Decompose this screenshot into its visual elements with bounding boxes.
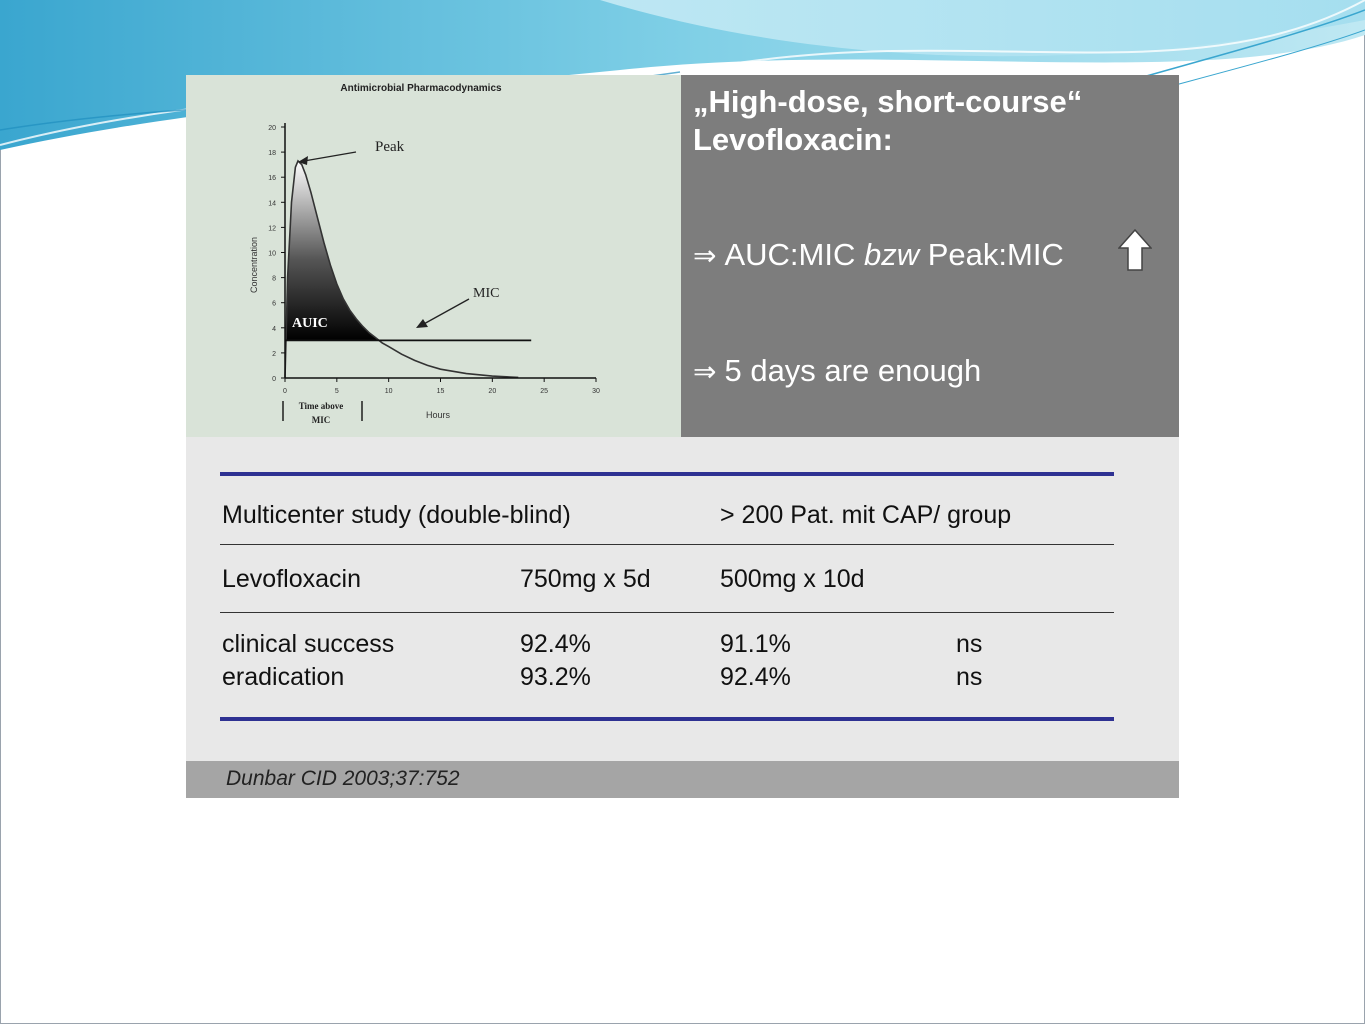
table-clinical-success-standard: 91.1%: [720, 630, 791, 658]
y-tick-label: 0: [272, 376, 276, 383]
bullet-2-text: 5 days are enough: [724, 353, 982, 388]
up-arrow-icon: [1118, 229, 1152, 271]
panel-headline: „High-dose, short-course“ Levofloxacin:: [693, 83, 1082, 159]
peak-arrow: [303, 151, 357, 162]
y-tick-label: 18: [268, 150, 276, 157]
mic-arrowhead: [416, 319, 428, 328]
table-clinical-success-high: 92.4%: [520, 630, 591, 658]
slide-content: Antimicrobial Pharmacodynamics 0 2 4 6 8 10 12…: [186, 75, 1179, 798]
citation-text: Dunbar CID 2003;37:752: [226, 767, 460, 790]
y-tick-label: 6: [272, 301, 276, 308]
x-tick-label: 25: [540, 388, 548, 395]
auc-label: AUIC: [292, 316, 328, 331]
table-eradication-significance: ns: [956, 663, 983, 691]
x-axis-label: Hours: [426, 410, 451, 420]
peak-label: Peak: [375, 139, 405, 155]
y-tick-label: 4: [272, 326, 276, 333]
table-top-rule: [220, 472, 1114, 476]
table-row-label-clinical-success: clinical success: [222, 630, 395, 658]
bullet-1-text: AUC:MIC: [724, 237, 864, 272]
bullet-auc-mic: ⇒ AUC:MIC bzw Peak:MIC: [693, 237, 1064, 273]
x-tick-label: 15: [437, 388, 445, 395]
bullet-five-days: ⇒ 5 days are enough: [693, 353, 981, 389]
y-tick-label: 16: [268, 175, 276, 182]
table-study-design: Multicenter study (double-blind): [222, 501, 571, 529]
table-row-label-eradication: eradication: [222, 663, 345, 691]
table-dose-high: 750mg x 5d: [520, 565, 651, 593]
headline-line-1: „High-dose, short-course“: [693, 84, 1083, 119]
y-tick-label: 12: [268, 225, 276, 232]
table-divider-1: [220, 544, 1114, 545]
y-tick-label: 2: [272, 351, 276, 358]
time-above-label-line2: MIC: [312, 415, 331, 425]
y-tick-label: 10: [268, 251, 276, 258]
mic-arrow: [421, 298, 470, 326]
y-tick-label: 14: [268, 200, 276, 207]
time-above-label-line1: Time above: [299, 401, 344, 411]
implies-arrow-icon: ⇒: [693, 356, 717, 387]
x-tick-label: 0: [283, 388, 287, 395]
pharmacodynamics-chart-panel: Antimicrobial Pharmacodynamics 0 2 4 6 8 10 12…: [186, 75, 681, 437]
implies-arrow-icon: ⇒: [693, 240, 717, 271]
table-eradication-high: 93.2%: [520, 663, 591, 691]
citation-footer: Dunbar CID 2003;37:752: [186, 761, 1179, 798]
x-tick-label: 5: [335, 388, 339, 395]
table-eradication-standard: 92.4%: [720, 663, 791, 691]
y-tick-label: 8: [272, 276, 276, 283]
headline-line-2: Levofloxacin:: [693, 122, 893, 157]
chart-title: Antimicrobial Pharmacodynamics: [340, 83, 502, 94]
peak-arrowhead: [298, 156, 308, 165]
table-clinical-success-significance: ns: [956, 630, 983, 658]
summary-panel: „High-dose, short-course“ Levofloxacin: …: [681, 75, 1179, 437]
bullet-1-italic: bzw: [863, 237, 920, 272]
x-tick-label: 10: [385, 388, 393, 395]
table-divider-2: [220, 612, 1114, 613]
table-patients: > 200 Pat. mit CAP/ group: [720, 501, 1012, 529]
table-drug-name: Levofloxacin: [222, 565, 361, 593]
y-tick-label: 20: [268, 125, 276, 132]
x-tick-label: 30: [592, 388, 600, 395]
auc-area: [286, 160, 379, 341]
mic-label: MIC: [473, 286, 499, 301]
y-axis-label: Concentration: [249, 237, 259, 293]
bullet-1-text-2: Peak:MIC: [919, 237, 1064, 272]
table-bottom-rule: [220, 717, 1114, 721]
pharmacodynamics-chart: Antimicrobial Pharmacodynamics 0 2 4 6 8 10 12…: [249, 83, 600, 425]
table-dose-standard: 500mg x 10d: [720, 565, 865, 593]
x-tick-label: 20: [488, 388, 496, 395]
